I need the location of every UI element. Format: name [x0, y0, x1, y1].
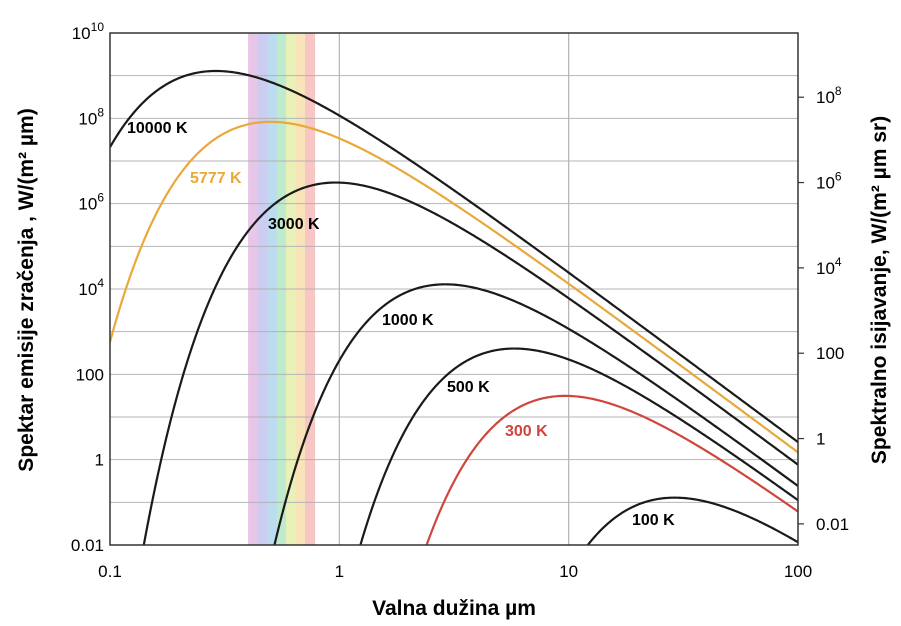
curve-100k	[586, 496, 798, 545]
y-ticks-left: 0.01 1 100 104 106 108 1010	[71, 20, 104, 555]
y-ticks-right: 0.01 1 100 104 106 108	[798, 84, 849, 534]
y-tick-label-right: 108	[816, 84, 842, 107]
y-tick-label-left: 104	[78, 276, 104, 299]
y-tick-label-right: 0.01	[816, 515, 849, 534]
plot-frame	[109, 32, 799, 546]
x-tick-label: 1	[335, 562, 344, 581]
curves	[110, 69, 798, 545]
curve-300k	[425, 394, 798, 545]
y-tick-label-right: 100	[816, 344, 844, 363]
curve-3000k	[142, 181, 798, 545]
y-tick-label-left: 1010	[72, 20, 105, 43]
y-tick-label-right: 104	[816, 255, 842, 278]
curve-1000k	[273, 283, 798, 545]
y-tick-label-left: 108	[78, 105, 104, 128]
grid	[109, 32, 798, 546]
series-label-5777k: 5777 K	[190, 170, 242, 187]
curve-10000k	[110, 69, 798, 443]
series-label-300k: 300 K	[505, 423, 548, 440]
x-tick-label: 0.1	[98, 562, 122, 581]
x-tick-label: 10	[559, 562, 578, 581]
curve-5777k	[110, 120, 798, 454]
y-tick-label-left: 100	[76, 365, 104, 384]
x-tick-label: 100	[784, 562, 812, 581]
y-axis-title-left: Spektar emisije zračenja , W/(m² µm)	[15, 108, 38, 471]
y-tick-label-right: 106	[816, 170, 842, 193]
series-labels: 10000 K 5777 K 3000 K 1000 K 500 K 300 K 100 K	[127, 120, 675, 529]
series-label-100k: 100 K	[632, 512, 675, 529]
y-axis-title-right: Spektralno isijavanje, W/(m² µm sr)	[868, 116, 891, 464]
x-axis-title: Valna dužina µm	[372, 597, 536, 620]
series-label-3000k: 3000 K	[268, 216, 320, 233]
curve-500k	[359, 347, 798, 545]
series-label-1000k: 1000 K	[382, 312, 434, 329]
x-ticks: 0.1 1 10 100	[98, 562, 812, 581]
y-tick-label-left: 0.01	[71, 536, 104, 555]
series-label-500k: 500 K	[447, 379, 490, 396]
y-tick-label-left: 1	[95, 451, 104, 470]
y-tick-label-left: 106	[78, 191, 104, 214]
series-label-10000k: 10000 K	[127, 120, 188, 137]
y-tick-label-right: 1	[816, 430, 825, 449]
